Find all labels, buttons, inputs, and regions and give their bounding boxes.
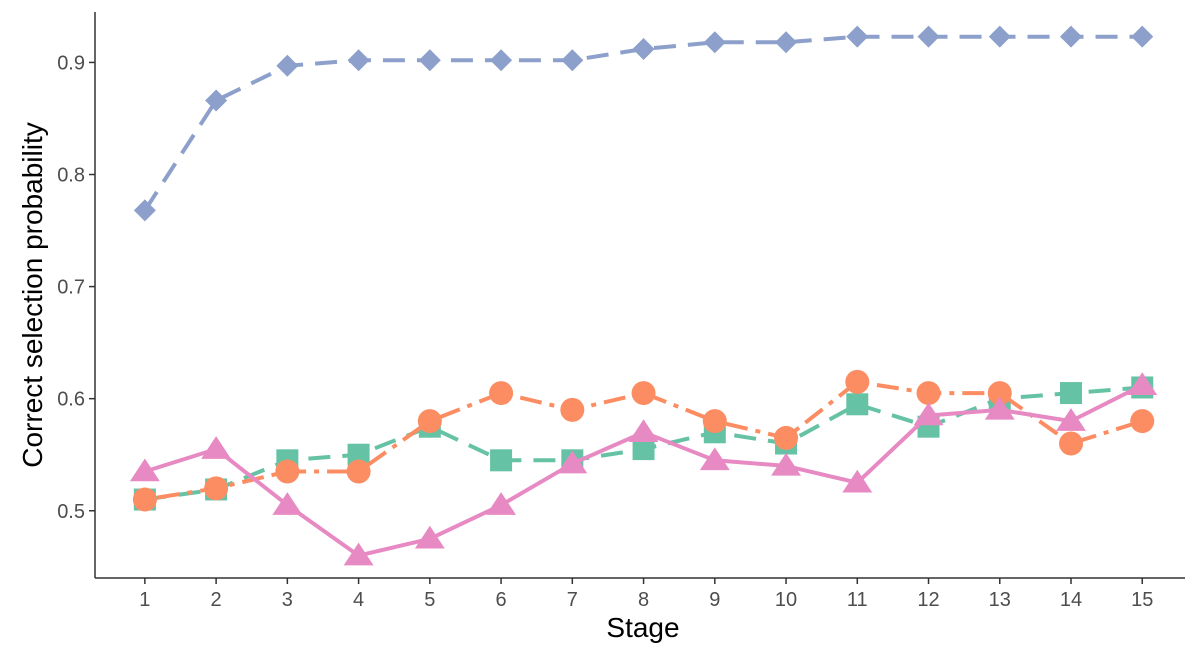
- data-point-diamond: [347, 49, 370, 72]
- data-point-circle: [417, 409, 442, 434]
- y-tick-label: 0.8: [57, 165, 85, 187]
- data-point-square: [1060, 382, 1083, 405]
- x-tick-label: 2: [211, 589, 222, 611]
- x-tick-label: 8: [638, 589, 649, 611]
- data-point-triangle: [343, 542, 374, 566]
- x-tick-label: 3: [282, 589, 293, 611]
- data-point-diamond: [917, 25, 940, 48]
- data-point-triangle: [557, 450, 588, 474]
- data-point-triangle: [414, 525, 445, 549]
- data-point-triangle: [699, 447, 730, 471]
- y-tick-label: 0.9: [57, 52, 85, 74]
- data-point-triangle: [628, 419, 659, 443]
- data-point-circle: [845, 369, 870, 394]
- data-point-diamond: [988, 25, 1011, 48]
- data-point-diamond: [490, 49, 513, 72]
- data-point-triangle: [486, 492, 517, 515]
- data-point-diamond: [205, 89, 228, 112]
- x-tick-label: 5: [424, 589, 435, 611]
- x-tick-label: 11: [847, 589, 868, 611]
- x-tick-label: 4: [353, 589, 364, 611]
- x-tick-label: 10: [775, 589, 797, 611]
- data-point-diamond: [276, 54, 299, 77]
- x-tick-label: 9: [709, 589, 720, 611]
- data-point-circle: [631, 381, 656, 406]
- data-point-circle: [346, 459, 371, 484]
- x-tick-label: 13: [989, 589, 1011, 611]
- y-axis-title: Correct selection probability: [17, 122, 48, 468]
- data-point-triangle: [201, 436, 232, 459]
- data-point-square: [347, 443, 370, 466]
- data-point-square: [632, 438, 655, 461]
- x-axis-title: Stage: [606, 612, 679, 643]
- data-point-diamond: [561, 49, 584, 72]
- data-point-circle: [204, 476, 229, 501]
- data-point-triangle: [984, 396, 1015, 420]
- data-point-circle: [774, 425, 799, 450]
- data-point-diamond: [775, 31, 798, 54]
- data-point-circle: [916, 381, 941, 406]
- data-point-circle: [275, 459, 300, 484]
- data-point-circle: [987, 381, 1012, 406]
- x-tick-label: 7: [567, 589, 578, 611]
- data-point-diamond: [632, 37, 655, 60]
- series-line-circle: [144, 379, 1143, 502]
- series-line-diamond: [143, 34, 1143, 212]
- y-tick-label: 0.6: [57, 389, 85, 411]
- data-point-diamond: [846, 25, 869, 48]
- axes: 0.50.60.70.80.91 2 3 4 5 6 7 8 9 10 11 12 13 14 15: [57, 12, 1185, 611]
- data-point-circle: [132, 487, 157, 512]
- plot-area: [129, 25, 1158, 566]
- data-point-triangle: [129, 458, 160, 482]
- x-tick-label: 12: [917, 589, 939, 611]
- data-point-circle: [1059, 431, 1084, 456]
- x-tick-label: 1: [139, 589, 150, 611]
- data-point-triangle: [1056, 408, 1086, 431]
- data-point-circle: [489, 381, 514, 406]
- data-point-diamond: [1060, 25, 1083, 48]
- y-tick-label: 0.7: [57, 277, 85, 299]
- data-point-circle: [702, 409, 727, 434]
- x-tick-label: 6: [496, 589, 507, 611]
- data-point-diamond: [418, 49, 441, 72]
- data-point-triangle: [1127, 372, 1158, 395]
- data-point-triangle: [272, 492, 303, 515]
- x-tick-label: 15: [1131, 589, 1153, 611]
- data-point-triangle: [842, 469, 873, 493]
- data-point-diamond: [703, 31, 726, 54]
- data-point-square: [490, 449, 513, 472]
- data-point-circle: [560, 397, 585, 422]
- data-point-circle: [1130, 409, 1155, 434]
- data-point-square: [846, 393, 869, 416]
- x-tick-label: 14: [1060, 589, 1082, 611]
- data-point-triangle: [771, 452, 801, 476]
- data-point-triangle: [913, 402, 944, 426]
- y-tick-label: 0.5: [57, 501, 85, 523]
- data-point-diamond: [133, 199, 156, 222]
- data-point-diamond: [1131, 25, 1154, 48]
